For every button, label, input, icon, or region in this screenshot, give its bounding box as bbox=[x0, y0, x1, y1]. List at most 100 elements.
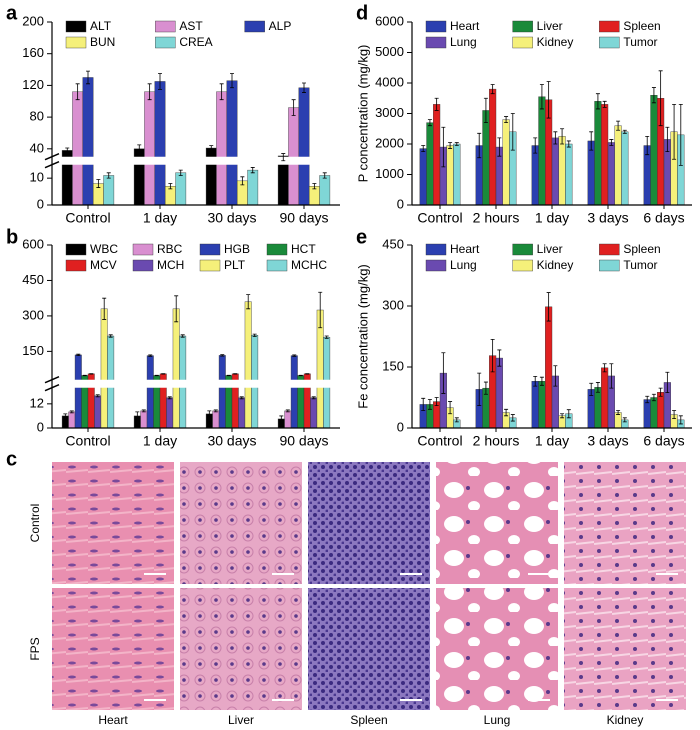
legend-label: AST bbox=[179, 19, 203, 33]
bar bbox=[94, 395, 102, 429]
error-bar bbox=[616, 410, 621, 415]
y-tick-label: 0 bbox=[37, 196, 44, 211]
y-tick-label: 450 bbox=[382, 236, 404, 251]
error-bar bbox=[539, 84, 544, 110]
bar bbox=[212, 410, 220, 429]
error-bar bbox=[213, 409, 218, 413]
legend-swatch bbox=[599, 36, 620, 49]
bar bbox=[551, 137, 559, 206]
legend-swatch bbox=[599, 259, 620, 272]
y-tick-label: 2000 bbox=[375, 135, 404, 150]
bar bbox=[650, 397, 658, 429]
legend-swatch bbox=[155, 20, 176, 33]
legend-label: HGB bbox=[224, 242, 250, 256]
error-bar bbox=[504, 408, 509, 417]
bar bbox=[643, 399, 651, 429]
error-bar bbox=[102, 297, 107, 320]
error-bar bbox=[566, 409, 571, 419]
error-bar bbox=[180, 334, 185, 338]
error-bar bbox=[566, 140, 571, 148]
error-bar bbox=[589, 382, 594, 396]
legend-swatch bbox=[425, 259, 447, 272]
error-bar bbox=[539, 376, 544, 386]
error-bar bbox=[207, 410, 212, 418]
bar bbox=[290, 355, 298, 429]
legend-swatch bbox=[599, 20, 620, 33]
y-tick-label: 1000 bbox=[375, 166, 404, 181]
error-bar bbox=[665, 371, 670, 394]
error-bar bbox=[477, 132, 482, 159]
error-bar bbox=[96, 179, 101, 188]
bar bbox=[482, 110, 490, 206]
y-tick-label: 300 bbox=[382, 297, 404, 312]
error-bar bbox=[678, 415, 683, 425]
error-bar bbox=[483, 97, 488, 124]
error-bar bbox=[219, 83, 224, 101]
error-bar bbox=[645, 135, 650, 156]
error-bar bbox=[75, 83, 80, 101]
y-tick-label: 150 bbox=[382, 358, 404, 373]
bar bbox=[154, 81, 166, 206]
column-label: Spleen bbox=[350, 713, 387, 727]
x-tick-label: 1 day bbox=[535, 210, 569, 226]
error-bar bbox=[497, 349, 502, 367]
bar bbox=[495, 357, 503, 429]
x-tick-label: 1 day bbox=[143, 433, 177, 449]
bar bbox=[594, 387, 602, 429]
x-tick-label: Control bbox=[417, 433, 462, 449]
y-tick-label: 600 bbox=[22, 236, 44, 251]
bar bbox=[587, 140, 595, 206]
y-tick-label: 450 bbox=[22, 272, 44, 287]
error-bar bbox=[318, 291, 323, 329]
bar bbox=[74, 354, 82, 429]
bar bbox=[82, 77, 94, 206]
y-tick-label: 0 bbox=[37, 419, 44, 434]
legend-swatch bbox=[244, 20, 265, 33]
bar bbox=[100, 308, 108, 429]
bar bbox=[565, 143, 573, 206]
column-label: Lung bbox=[484, 713, 511, 727]
error-bar bbox=[454, 417, 459, 423]
bar bbox=[650, 94, 658, 206]
error-bar bbox=[250, 167, 255, 174]
legend-label: PLT bbox=[224, 258, 246, 272]
legend-label: MCV bbox=[90, 258, 117, 272]
micrograph bbox=[436, 462, 558, 584]
bar bbox=[216, 91, 228, 206]
legend-swatch bbox=[512, 20, 533, 33]
error-bar bbox=[560, 128, 565, 145]
error-bar bbox=[477, 372, 482, 407]
bar bbox=[72, 91, 84, 206]
bar bbox=[531, 381, 539, 429]
error-bar bbox=[421, 397, 426, 411]
y-tick-label: 5000 bbox=[375, 44, 404, 59]
panel-label: b bbox=[6, 226, 18, 248]
error-bar bbox=[246, 294, 251, 310]
micrograph bbox=[564, 462, 686, 584]
x-tick-label: 2 hours bbox=[473, 433, 520, 449]
error-bar bbox=[427, 399, 432, 410]
error-bar bbox=[421, 145, 426, 153]
error-bar bbox=[158, 73, 162, 90]
x-tick-label: 1 day bbox=[143, 210, 177, 226]
legend-label: CREA bbox=[179, 35, 212, 49]
legend-label: WBC bbox=[90, 242, 118, 256]
legend-swatch bbox=[65, 36, 87, 49]
y-tick-label: 150 bbox=[22, 343, 44, 358]
error-bar bbox=[311, 396, 316, 400]
error-bar bbox=[533, 137, 538, 154]
error-bar bbox=[504, 116, 509, 124]
bar bbox=[621, 131, 629, 206]
error-bar bbox=[602, 100, 607, 108]
row-label: FPS bbox=[28, 637, 42, 660]
micrograph bbox=[180, 462, 302, 584]
legend-label: BUN bbox=[90, 35, 115, 49]
legend-label: Tumor bbox=[623, 35, 657, 49]
error-bar bbox=[672, 410, 677, 420]
error-bar bbox=[63, 413, 68, 419]
legend-label: Tumor bbox=[623, 258, 657, 272]
error-bar bbox=[651, 393, 656, 402]
error-bar bbox=[448, 401, 453, 415]
error-bar bbox=[106, 172, 111, 179]
bar bbox=[226, 80, 238, 206]
